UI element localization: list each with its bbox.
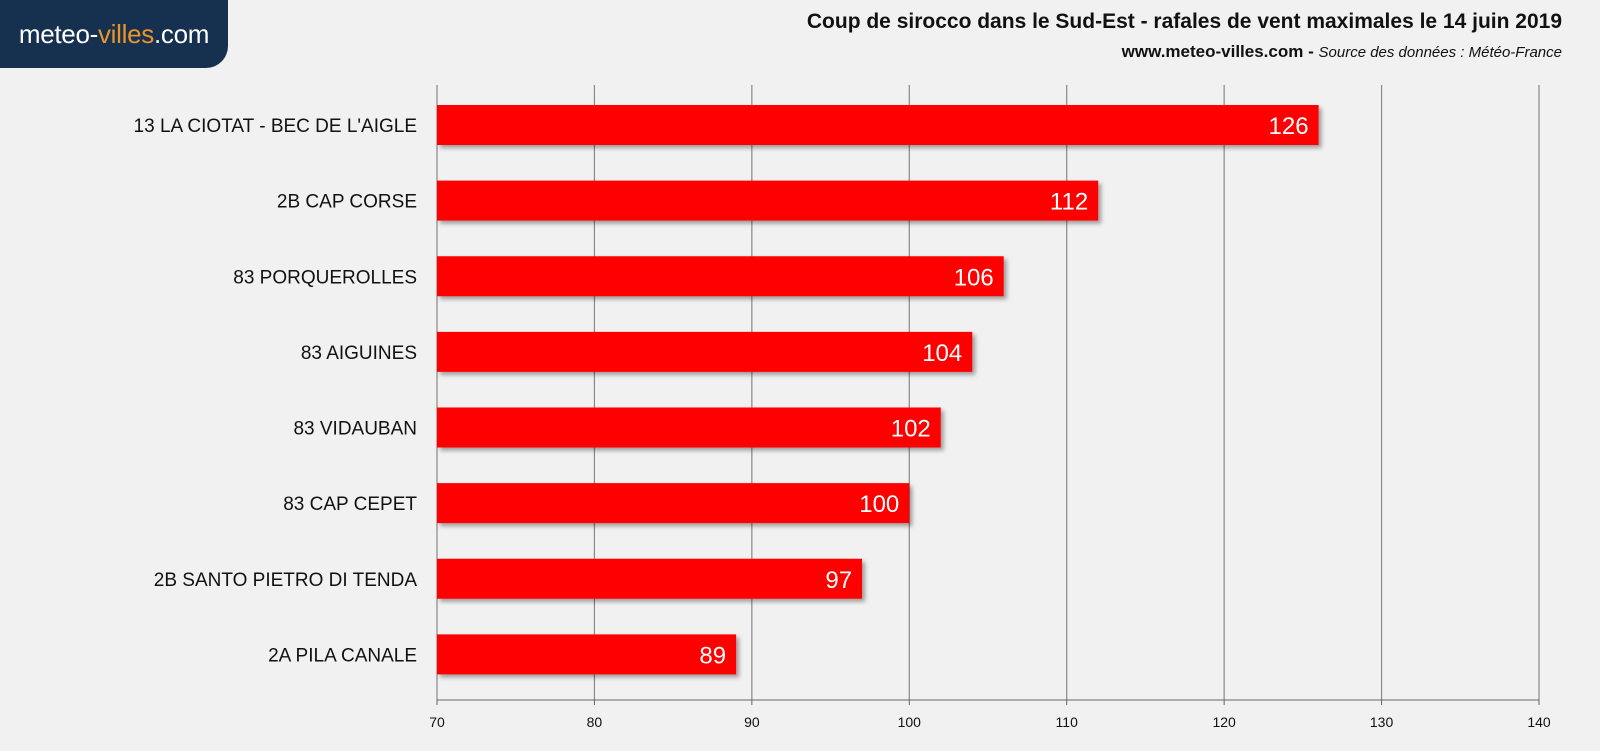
bar: [437, 483, 910, 524]
category-label: 83 PORQUEROLLES: [233, 267, 417, 288]
bar: [437, 558, 863, 599]
data-source: Source des données : Météo-France: [1318, 44, 1562, 61]
x-axis-ticks: 70 80 90 100 110 120 130 140: [429, 699, 1551, 730]
bar-value-label: 112: [1050, 189, 1088, 216]
bar: [437, 634, 737, 675]
bar-value-label: 106: [954, 264, 994, 291]
category-labels: 13 LA CIOTAT - BEC DE L'AIGLE 2B CAP CORS…: [134, 116, 418, 666]
gridlines: [436, 85, 1540, 700]
bar: [437, 105, 1319, 145]
category-label: 13 LA CIOTAT - BEC DE L'AIGLE: [134, 116, 417, 137]
x-tick-label: 80: [587, 714, 603, 730]
x-tick-label: 130: [1370, 714, 1394, 730]
bar-value-label: 126: [1269, 113, 1309, 140]
bar-value-label: 97: [825, 567, 852, 594]
bar-value-label: 104: [922, 340, 962, 367]
bars: 126 112 106 104 102 100 97 89: [437, 105, 1319, 675]
x-tick-label: 140: [1527, 714, 1551, 730]
bar-value-label: 100: [859, 491, 899, 518]
site-logo: meteo-villes .com: [0, 0, 228, 68]
bar: [437, 256, 1004, 297]
bar-value-label: 89: [699, 642, 726, 669]
x-tick-label: 70: [429, 714, 445, 730]
x-tick-label: 90: [744, 714, 760, 730]
logo-text-part1: meteo-: [18, 18, 98, 49]
category-label: 83 AIGUINES: [301, 343, 417, 364]
chart-subtitle: www.meteo-villes.com - Source des donnée…: [1122, 42, 1562, 62]
logo-text-part3: .com: [153, 18, 210, 49]
chart-title: Coup de sirocco dans le Sud-Est - rafale…: [806, 10, 1562, 33]
category-label: 83 VIDAUBAN: [293, 419, 417, 440]
bar: [437, 407, 941, 448]
bar: [437, 180, 1099, 221]
category-label: 2B SANTO PIETRO DI TENDA: [154, 570, 418, 591]
bar: [437, 331, 973, 372]
site-url: www.meteo-villes.com: [1121, 42, 1304, 61]
subtitle-separator: -: [1308, 42, 1314, 61]
category-label: 2B CAP CORSE: [277, 192, 417, 213]
x-tick-label: 110: [1056, 714, 1079, 730]
logo-text-part2: villes: [97, 18, 154, 49]
x-tick-label: 100: [898, 714, 922, 730]
x-tick-label: 120: [1212, 714, 1236, 730]
category-label: 2A PILA CANALE: [268, 645, 417, 666]
bar-value-label: 102: [891, 416, 931, 443]
category-label: 83 CAP CEPET: [283, 494, 417, 515]
